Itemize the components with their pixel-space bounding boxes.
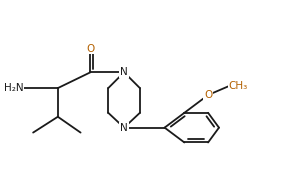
Text: CH₃: CH₃: [229, 81, 248, 91]
Text: O: O: [86, 44, 95, 54]
Text: O: O: [204, 90, 212, 100]
Text: N: N: [120, 67, 128, 77]
Text: H₂N: H₂N: [4, 83, 23, 93]
Text: N: N: [120, 123, 128, 133]
